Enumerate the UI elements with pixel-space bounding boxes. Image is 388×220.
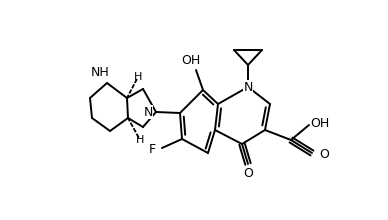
Text: O: O	[243, 167, 253, 180]
Text: N: N	[143, 106, 153, 119]
Text: H: H	[136, 135, 144, 145]
Text: N: N	[243, 81, 253, 94]
Text: OH: OH	[181, 53, 201, 66]
Text: H: H	[134, 72, 142, 82]
Text: F: F	[149, 143, 156, 156]
Text: NH: NH	[91, 66, 109, 79]
Text: O: O	[319, 147, 329, 161]
Text: OH: OH	[310, 117, 330, 130]
